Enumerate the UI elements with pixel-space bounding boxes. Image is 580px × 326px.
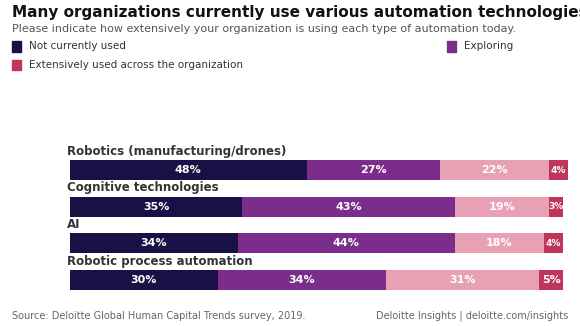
- Text: Exploring: Exploring: [464, 41, 513, 51]
- Bar: [242, 197, 455, 217]
- Bar: [455, 197, 549, 217]
- Text: 44%: 44%: [333, 238, 360, 248]
- Bar: [440, 160, 549, 180]
- Text: 4%: 4%: [551, 166, 566, 175]
- Text: 43%: 43%: [335, 202, 362, 212]
- Bar: [307, 160, 440, 180]
- Text: Extensively used across the organization: Extensively used across the organization: [29, 60, 243, 70]
- Bar: [455, 233, 543, 253]
- Bar: [549, 160, 568, 180]
- Text: 48%: 48%: [175, 165, 201, 175]
- Text: 4%: 4%: [546, 239, 561, 248]
- Bar: [549, 197, 563, 217]
- Bar: [238, 233, 455, 253]
- Bar: [70, 160, 307, 180]
- Bar: [70, 197, 242, 217]
- Text: AI: AI: [67, 218, 81, 231]
- Text: 19%: 19%: [488, 202, 515, 212]
- Text: 3%: 3%: [549, 202, 564, 211]
- Bar: [386, 270, 539, 290]
- Text: 27%: 27%: [360, 165, 387, 175]
- Text: Please indicate how extensively your organization is using each type of automati: Please indicate how extensively your org…: [12, 24, 516, 35]
- Text: 34%: 34%: [140, 238, 167, 248]
- Text: Many organizations currently use various automation technologies: Many organizations currently use various…: [12, 5, 580, 20]
- Text: Not currently used: Not currently used: [29, 41, 126, 51]
- Text: Source: Deloitte Global Human Capital Trends survey, 2019.: Source: Deloitte Global Human Capital Tr…: [12, 311, 305, 321]
- Bar: [218, 270, 386, 290]
- Text: 30%: 30%: [130, 275, 157, 285]
- Text: 22%: 22%: [481, 165, 508, 175]
- Text: 35%: 35%: [143, 202, 169, 212]
- Text: Robotics (manufacturing/drones): Robotics (manufacturing/drones): [67, 145, 287, 158]
- Text: 18%: 18%: [486, 238, 513, 248]
- Bar: [539, 270, 563, 290]
- Text: Robotic process automation: Robotic process automation: [67, 255, 253, 268]
- Text: 31%: 31%: [449, 275, 476, 285]
- Bar: [70, 233, 238, 253]
- Text: Cognitive technologies: Cognitive technologies: [67, 181, 219, 194]
- Text: Deloitte Insights | deloitte.com/insights: Deloitte Insights | deloitte.com/insight…: [376, 311, 568, 321]
- Text: 34%: 34%: [288, 275, 315, 285]
- Text: 5%: 5%: [542, 275, 560, 285]
- Bar: [543, 233, 563, 253]
- Bar: [70, 270, 218, 290]
